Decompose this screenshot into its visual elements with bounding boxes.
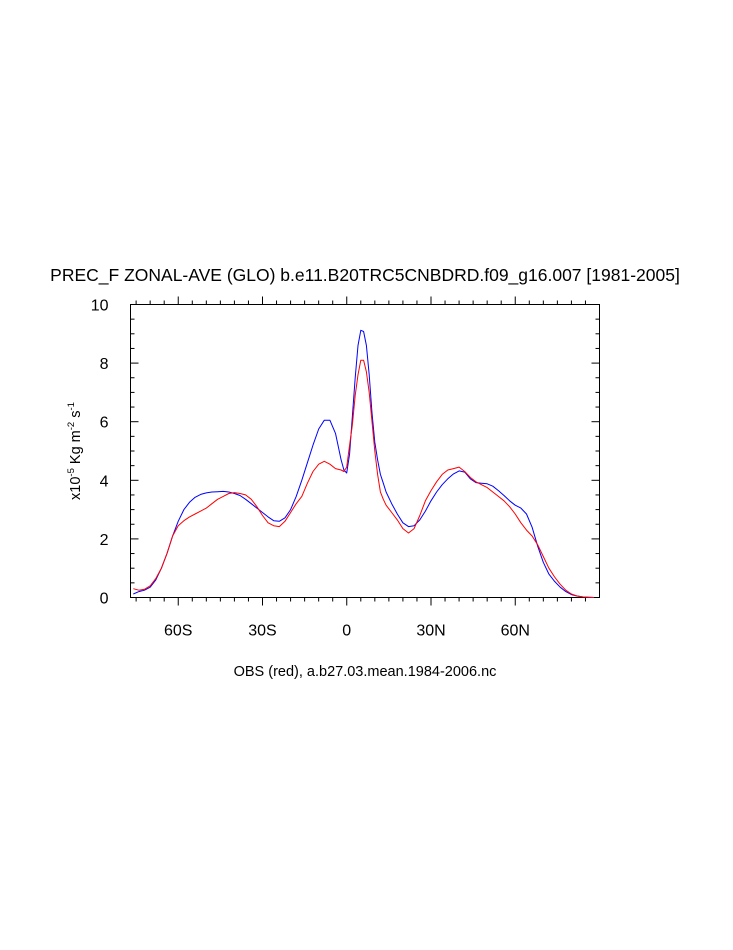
x-tick-label: 0: [342, 623, 351, 640]
x-tick-label: 60S: [164, 623, 192, 640]
plot-frame: [130, 304, 600, 598]
series-group: [133, 329, 594, 598]
y-label-unit2: s: [68, 411, 84, 422]
y-axis-label: x10-5 Kg m-2 s-1: [66, 402, 84, 500]
y-label-exponent: -5: [66, 468, 77, 476]
y-tick-label: 10: [91, 298, 109, 315]
y-tick-label: 4: [100, 473, 109, 490]
y-axis: 0 2 4 6 8 10: [91, 298, 600, 608]
chart-title: PREC_F ZONAL-AVE (GLO) b.e11.B20TRC5CNBD…: [50, 265, 680, 286]
y-tick-label: 2: [100, 532, 109, 549]
y-tick-label: 0: [100, 591, 109, 608]
y-tick-label: 8: [100, 356, 109, 373]
x-axis: 60S 30S 0 30N 60N: [135, 296, 586, 640]
model-series-line: [133, 329, 594, 598]
y-label-exponent2: -2: [66, 422, 77, 430]
x-tick-label: 30S: [248, 623, 276, 640]
plot-border: [130, 304, 600, 598]
x-tick-label: 60N: [501, 623, 530, 640]
x-axis-label: OBS (red), a.b27.03.mean.1984-2006.nc: [234, 664, 497, 680]
x-tick-label: 30N: [416, 623, 445, 640]
obs-series-line: [133, 359, 594, 598]
y-tick-label: 6: [100, 415, 109, 432]
y-label-unit1: Kg m: [68, 430, 84, 468]
y-label-prefix: x10: [68, 477, 84, 500]
y-label-exponent3: -1: [66, 402, 77, 410]
